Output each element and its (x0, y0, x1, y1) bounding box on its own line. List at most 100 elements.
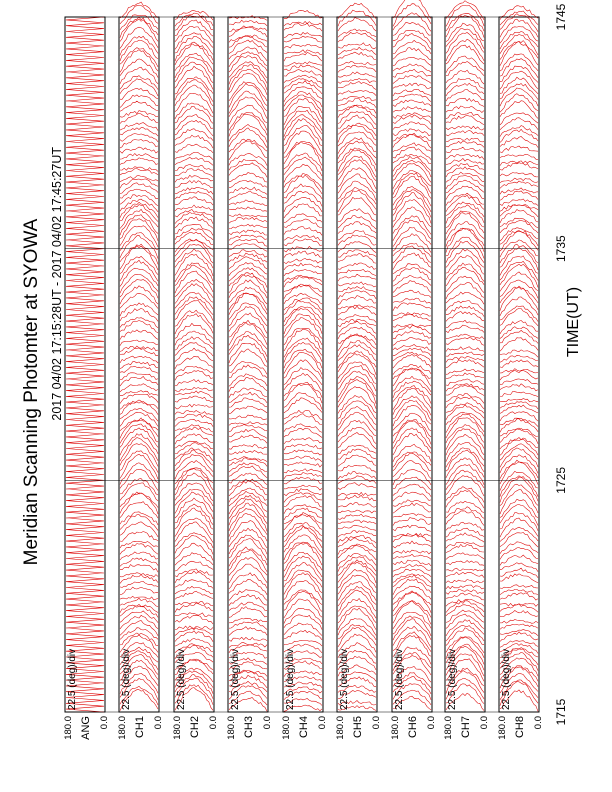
channel-trace (174, 687, 214, 711)
channel-trace (499, 112, 539, 126)
channel-trace (445, 678, 485, 700)
channel-trace (445, 236, 485, 259)
channel-trace (337, 149, 377, 172)
channel-trace (174, 187, 214, 195)
channel-trace (283, 488, 323, 496)
channel-trace (499, 320, 539, 334)
channel-trace (445, 228, 485, 247)
channel-trace (392, 233, 432, 253)
channel-trace (392, 155, 432, 172)
channel-trace (283, 686, 323, 695)
channel-trace (337, 269, 377, 276)
channel-trace (119, 157, 159, 165)
channel-trace (337, 448, 377, 460)
channel-trace (283, 328, 323, 346)
channel-trace (228, 64, 268, 85)
channel-trace (337, 173, 377, 194)
channel-trace (392, 559, 432, 567)
channel-trace (499, 172, 539, 178)
channel-trace (174, 534, 214, 555)
channel-trace (228, 690, 268, 706)
channel-trace (228, 377, 268, 392)
channel-trace (284, 657, 323, 664)
scale-label: 22.5 (deg)/div (176, 649, 187, 710)
channel-trace (392, 460, 432, 479)
channel-trace (445, 346, 485, 352)
channel-trace (228, 238, 268, 247)
channel-trace (119, 267, 159, 287)
channel-trace (119, 1, 159, 19)
channel-trace (228, 306, 268, 327)
channel-trace (499, 305, 539, 322)
channel-trace (228, 190, 268, 201)
channel-trace (119, 383, 159, 393)
channel-trace (392, 615, 432, 637)
y-tick-top: 180.0 (335, 716, 346, 740)
channel-trace (119, 259, 159, 282)
channel-trace (392, 591, 432, 606)
channel-trace (174, 196, 214, 206)
channel-trace (445, 457, 485, 478)
channel-trace (283, 337, 323, 358)
channel-trace (337, 314, 377, 323)
channel-trace (119, 78, 159, 97)
channel-trace (392, 625, 432, 648)
channel-trace (174, 390, 214, 398)
channel-trace (119, 557, 159, 567)
channel-trace (499, 573, 539, 584)
channel-trace (174, 395, 214, 403)
channel-trace (174, 379, 214, 387)
channel-trace (119, 543, 159, 555)
channel-trace (119, 122, 159, 131)
channel-trace (392, 289, 432, 298)
channel-trace (445, 567, 485, 572)
channel-trace (228, 61, 268, 79)
channel-trace (174, 264, 214, 286)
channel-trace (283, 569, 323, 588)
channel-trace (174, 482, 214, 502)
channel-label: CH1 (134, 716, 146, 738)
channel-trace (499, 255, 539, 276)
channel-trace (392, 611, 432, 629)
channel-trace (392, 22, 432, 36)
channel-trace (392, 351, 432, 362)
channel-trace (392, 323, 432, 328)
channel-trace (283, 598, 323, 619)
channel-trace (283, 526, 323, 548)
channel-trace (337, 155, 377, 178)
channel-trace (228, 104, 268, 125)
channel-trace (499, 439, 539, 456)
channel-trace (174, 270, 214, 294)
channel-trace (337, 350, 377, 369)
channel-trace (283, 681, 323, 688)
channel-trace (174, 296, 214, 315)
channel-trace (445, 584, 485, 590)
channel-trace (228, 527, 268, 549)
channel-trace (392, 524, 432, 532)
channel-trace (499, 13, 539, 32)
channel-trace (119, 345, 159, 352)
channel-trace (228, 138, 268, 153)
channel-label: ANG (80, 716, 92, 740)
channel-trace (337, 295, 377, 306)
channel-trace (445, 404, 485, 420)
channel-trace (337, 241, 377, 253)
channel-trace (499, 504, 539, 526)
channel-trace (392, 419, 432, 438)
channel-trace (392, 367, 432, 387)
channel-trace (392, 325, 432, 335)
channel-trace (228, 424, 268, 433)
channel-trace (119, 225, 159, 248)
channel-trace (228, 216, 268, 224)
channel-trace (337, 700, 377, 706)
channel-trace (392, 388, 432, 410)
channel-trace (499, 231, 539, 252)
channel-trace (445, 38, 485, 62)
channel-trace (174, 283, 214, 304)
channel-trace (392, 263, 432, 275)
channel-trace (283, 698, 323, 706)
channel-trace (392, 99, 432, 107)
channel-trace (499, 326, 539, 339)
channel-trace (445, 475, 485, 497)
